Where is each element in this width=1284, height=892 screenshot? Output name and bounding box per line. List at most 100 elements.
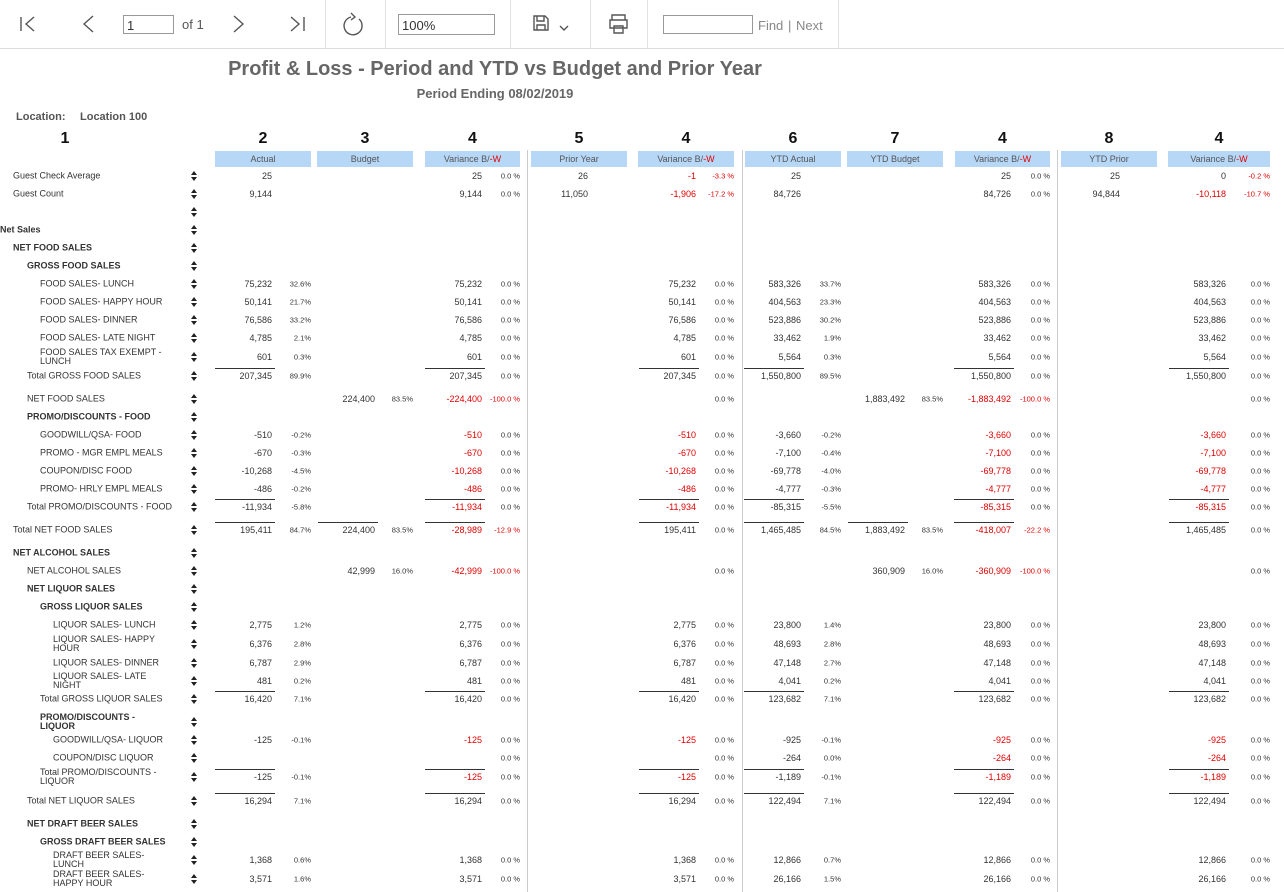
sort-toggle[interactable] (191, 352, 197, 362)
previous-page[interactable] (82, 15, 94, 33)
cell-value: 0.0 % (714, 525, 734, 535)
sort-toggle[interactable] (191, 315, 197, 325)
cell-value: 1.5% (823, 874, 841, 884)
row-label: NET ALCOHOL SALES (13, 547, 111, 558)
sort-toggle[interactable] (191, 735, 197, 745)
cell-value: 0.0 % (714, 855, 734, 865)
total-rule (215, 522, 275, 523)
sort-toggle[interactable] (191, 412, 197, 422)
find-button[interactable]: Find (758, 18, 784, 33)
refresh[interactable] (343, 12, 363, 36)
cell-value: 0.0 % (714, 448, 734, 458)
sort-toggle[interactable] (191, 484, 197, 494)
cell-value: 16.0% (921, 566, 943, 576)
page-input[interactable]: 1 (123, 15, 174, 34)
cell-value: 0.0 % (500, 466, 520, 476)
sort-toggle[interactable] (191, 448, 197, 458)
export[interactable] (533, 15, 569, 31)
cell-value: 33.7% (819, 279, 841, 289)
sort-toggle[interactable] (191, 855, 197, 865)
sort-toggle[interactable] (191, 171, 197, 181)
sort-toggle[interactable] (191, 333, 197, 343)
cell-value: 76,586 (244, 315, 272, 325)
row-label: PROMO - MGR EMPL MEALS (40, 447, 163, 458)
cell-value: 6,787 (249, 658, 272, 668)
cell-value: -0.3% (821, 484, 841, 494)
sort-toggle[interactable] (191, 394, 197, 404)
sort-toggle[interactable] (191, 602, 197, 612)
sort-toggle[interactable] (191, 874, 197, 884)
cell-value: 122,494 (978, 796, 1011, 806)
row-label: Guest Check Average (13, 170, 101, 181)
cell-value: 6,376 (459, 639, 482, 649)
cell-value: 0.0 % (714, 279, 734, 289)
sort-toggle[interactable] (191, 772, 197, 782)
sort-toggle[interactable] (191, 658, 197, 668)
total-rule (1169, 522, 1229, 523)
sort-toggle[interactable] (191, 584, 197, 594)
cell-value: 9,144 (459, 189, 482, 199)
cell-value: 50,141 (454, 297, 482, 307)
cell-value: -100.0 % (1019, 394, 1050, 404)
row-label: LIQUOR SALES- LUNCH (53, 619, 156, 630)
cell-value: -264 (1207, 753, 1226, 763)
sort-toggle[interactable] (191, 620, 197, 630)
sort-toggle[interactable] (191, 189, 197, 199)
find-input[interactable] (663, 15, 753, 34)
sort-toggle[interactable] (191, 548, 197, 558)
total-rule (954, 368, 1014, 369)
sort-toggle[interactable] (191, 837, 197, 847)
print[interactable] (609, 14, 628, 34)
sort-toggle[interactable] (191, 819, 197, 829)
cell-value: -12.9 % (494, 525, 520, 535)
sort-toggle[interactable] (191, 566, 197, 576)
total-rule (639, 522, 699, 523)
first-page[interactable] (20, 16, 35, 32)
cell-value: 7.1% (293, 694, 311, 704)
cell-value: 122,494 (768, 796, 801, 806)
cell-value: 0.0 % (1250, 371, 1270, 381)
sort-toggle[interactable] (191, 225, 197, 235)
sort-toggle[interactable] (191, 676, 197, 686)
sort-toggle[interactable] (191, 639, 197, 649)
separator (325, 0, 326, 48)
last-page[interactable] (290, 16, 305, 32)
sort-toggle[interactable] (191, 502, 197, 512)
cell-value: 83.5% (391, 525, 413, 535)
sort-toggle[interactable] (191, 525, 197, 535)
sort-toggle[interactable] (191, 466, 197, 476)
cell-value: -85,315 (1195, 502, 1226, 512)
sort-toggle[interactable] (191, 371, 197, 381)
cell-value: 83.5% (921, 394, 943, 404)
cell-value: -1,189 (1200, 772, 1226, 782)
total-rule (425, 368, 485, 369)
cell-value: 0.0 % (1030, 796, 1050, 806)
cell-value: 0.0 % (1030, 430, 1050, 440)
cell-value: 0.7% (823, 855, 841, 865)
sort-toggle[interactable] (191, 694, 197, 704)
sort-toggle[interactable] (191, 297, 197, 307)
sort-toggle[interactable] (191, 796, 197, 806)
sort-toggle[interactable] (191, 717, 197, 727)
cell-value: 0.0 % (1250, 772, 1270, 782)
cell-value: 4,041 (778, 676, 801, 686)
cell-value: 0.0 % (1030, 753, 1050, 763)
next-button[interactable]: Next (796, 18, 823, 33)
cell-value: 0.0 % (1250, 676, 1270, 686)
cell-value: 0.0 % (500, 171, 520, 181)
sort-toggle[interactable] (191, 261, 197, 271)
sort-toggle[interactable] (191, 243, 197, 253)
cell-value: 94,844 (1092, 189, 1120, 199)
sort-toggle[interactable] (191, 753, 197, 763)
cell-value: 75,232 (668, 279, 696, 289)
zoom-select[interactable]: 100% (398, 14, 495, 35)
cell-value: -3.3 % (712, 171, 734, 181)
next-page[interactable] (233, 15, 245, 33)
cell-value: 0.0 % (1030, 620, 1050, 630)
sort-toggle[interactable] (191, 430, 197, 440)
sort-toggle[interactable] (191, 279, 197, 289)
cell-value: 0.0 % (1250, 620, 1270, 630)
row-label: FOOD SALES- HAPPY HOUR (40, 296, 163, 307)
sort-toggle[interactable] (191, 207, 197, 217)
